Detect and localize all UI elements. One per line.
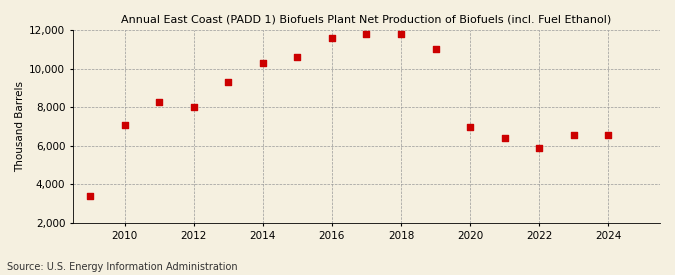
Point (292, 55, 303, 59)
Point (464, 125, 475, 130)
Point (223, 80, 234, 84)
Point (568, 133, 579, 138)
Point (188, 105, 199, 109)
Title: Annual East Coast (PADD 1) Biofuels Plant Net Production of Biofuels (incl. Fuel: Annual East Coast (PADD 1) Biofuels Plan… (122, 15, 612, 25)
Y-axis label: Thousand Barrels: Thousand Barrels (15, 81, 25, 172)
Point (430, 47, 441, 51)
Text: Source: U.S. Energy Information Administration: Source: U.S. Energy Information Administ… (7, 262, 238, 272)
Point (257, 60, 268, 65)
Point (154, 100, 165, 104)
Point (327, 35, 338, 40)
Point (361, 32, 372, 36)
Point (603, 133, 614, 138)
Point (396, 32, 406, 36)
Point (85, 194, 96, 198)
Point (534, 145, 545, 150)
Point (500, 136, 510, 140)
Point (119, 122, 130, 127)
